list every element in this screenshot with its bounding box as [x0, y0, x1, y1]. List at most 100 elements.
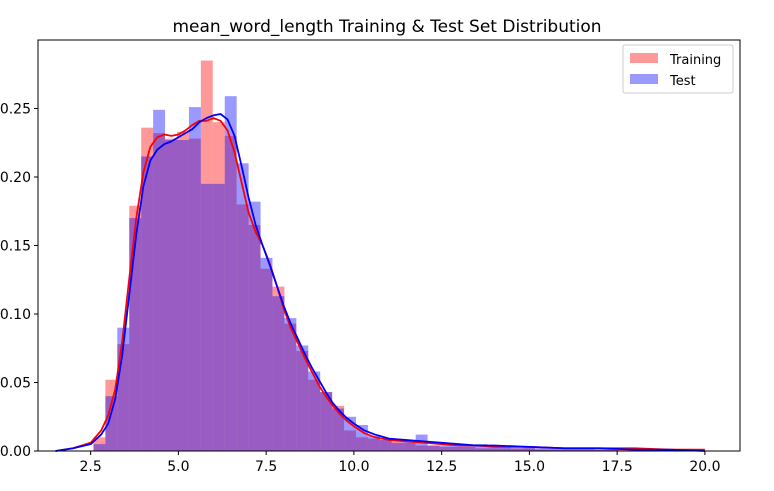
- histogram-bar-training: [356, 437, 368, 451]
- histogram-bar-test: [523, 446, 536, 451]
- histogram-bar-training: [475, 448, 488, 451]
- histogram-bar-test: [499, 446, 512, 451]
- histogram-bar-training: [117, 344, 130, 451]
- y-tick-label: 0.20: [0, 170, 31, 186]
- histogram-bar-training: [188, 138, 201, 451]
- histogram-bar-test: [296, 345, 309, 451]
- histogram-bar-training: [618, 449, 631, 451]
- histogram-bar-training: [451, 446, 464, 451]
- histogram-bar-training: [129, 205, 142, 451]
- histogram-bar-test: [558, 448, 571, 451]
- histogram-bar-test: [165, 140, 177, 451]
- histogram-bar-training: [570, 449, 583, 451]
- x-axis-ticks: 2.5 5.0 7.5 10.0 12.5 15.0 17.5 20.0: [80, 451, 720, 475]
- histogram-bar-training: [93, 437, 106, 451]
- histogram-bar-training: [260, 268, 273, 451]
- kde-line-test: [55, 113, 705, 452]
- histogram-bar-training: [535, 449, 547, 451]
- kde-curves: [55, 113, 705, 452]
- legend-label-training: Training: [669, 53, 721, 68]
- histogram-bar-test: [141, 156, 154, 451]
- x-tick-label: 2.5: [80, 459, 102, 475]
- histogram-bar-test: [177, 140, 189, 451]
- histogram-bars: [93, 60, 703, 452]
- histogram-bar-test: [248, 201, 261, 451]
- histogram-bar-training: [427, 445, 440, 451]
- y-tick-label: 0.10: [0, 307, 31, 323]
- legend-swatch-test: [630, 74, 658, 84]
- x-tick-label: 7.5: [255, 459, 277, 475]
- y-tick-label: 0.05: [0, 376, 31, 392]
- histogram-bar-training: [284, 323, 297, 451]
- histogram-bar-test: [546, 448, 559, 451]
- histogram-bar-test: [344, 416, 356, 451]
- histogram-bar-test: [403, 440, 416, 451]
- histogram-bar-training: [308, 379, 321, 451]
- histogram-bar-test: [594, 449, 607, 451]
- x-tick-label: 17.5: [602, 459, 633, 475]
- histogram-bar-training: [320, 392, 333, 451]
- histogram-bar-test: [451, 444, 464, 451]
- histogram-bar-training: [487, 448, 500, 451]
- histogram-bar-training: [165, 138, 177, 451]
- histogram-bar-training: [582, 449, 595, 451]
- legend: Training Test: [622, 44, 734, 94]
- histogram-bar-training: [141, 127, 154, 452]
- histogram-bar-training: [344, 430, 356, 451]
- histogram-bar-test: [272, 296, 285, 451]
- histogram-bar-test: [356, 424, 368, 451]
- histogram-bar-training: [248, 224, 261, 451]
- histogram-bar-test: [129, 218, 142, 451]
- legend-box: [622, 44, 734, 94]
- histogram-bar-training: [153, 133, 166, 451]
- histogram-bar-test: [367, 435, 380, 451]
- histogram-bar-training: [379, 440, 392, 451]
- histogram-bar-test: [188, 107, 201, 451]
- histogram-bar-test: [379, 440, 392, 451]
- histogram-bar-test: [606, 449, 619, 451]
- histogram-bar-test: [582, 448, 595, 451]
- histogram-bar-training: [272, 286, 285, 451]
- histogram-bar-training: [367, 438, 380, 451]
- histogram-bar-training: [332, 405, 345, 451]
- histogram-bar-test: [260, 257, 273, 451]
- x-tick-label: 12.5: [426, 459, 457, 475]
- chart-title: mean_word_length Training & Test Set Dis…: [172, 17, 601, 37]
- y-axis-ticks: 0.00 0.05 0.10 0.15 0.20 0.25: [0, 102, 38, 460]
- histogram-bar-training: [523, 448, 536, 451]
- histogram-bar-training: [511, 448, 524, 451]
- histogram-bar-training: [391, 441, 404, 451]
- x-tick-label: 5.0: [167, 459, 189, 475]
- histogram-bar-training: [415, 445, 428, 451]
- histogram-bar-test: [105, 396, 118, 451]
- histogram-bar-test: [463, 445, 476, 451]
- x-tick-label: 20.0: [689, 459, 720, 475]
- histogram-bar-training: [236, 204, 249, 451]
- histogram-bar-test: [320, 392, 333, 451]
- y-tick-label: 0.00: [0, 444, 31, 460]
- histogram-bar-training: [177, 131, 189, 452]
- histogram-bar-training: [200, 60, 213, 452]
- legend-swatch-training: [630, 53, 658, 63]
- x-tick-label: 15.0: [514, 459, 545, 475]
- histogram-bar-test: [535, 448, 547, 451]
- histogram-bar-test: [570, 448, 583, 451]
- histogram-bar-training: [546, 449, 559, 451]
- histogram-bar-test: [93, 444, 106, 451]
- y-tick-label: 0.15: [0, 239, 31, 255]
- histogram-bar-test: [153, 109, 166, 452]
- histogram-bar-test: [427, 445, 440, 451]
- histogram-bar-test: [212, 183, 225, 451]
- histogram-bar-test: [475, 444, 488, 451]
- histogram-bar-training: [558, 449, 571, 451]
- histogram-bar-training: [403, 442, 416, 451]
- histogram-bar-training: [499, 448, 512, 451]
- histogram-bar-training: [606, 449, 619, 451]
- histogram-bar-test: [487, 446, 500, 451]
- histogram-bar-test: [391, 442, 404, 451]
- histogram-bar-test: [439, 445, 452, 451]
- histogram-bar-training: [224, 135, 237, 451]
- histogram-bar-test: [117, 327, 130, 451]
- histogram-bar-training: [212, 122, 225, 451]
